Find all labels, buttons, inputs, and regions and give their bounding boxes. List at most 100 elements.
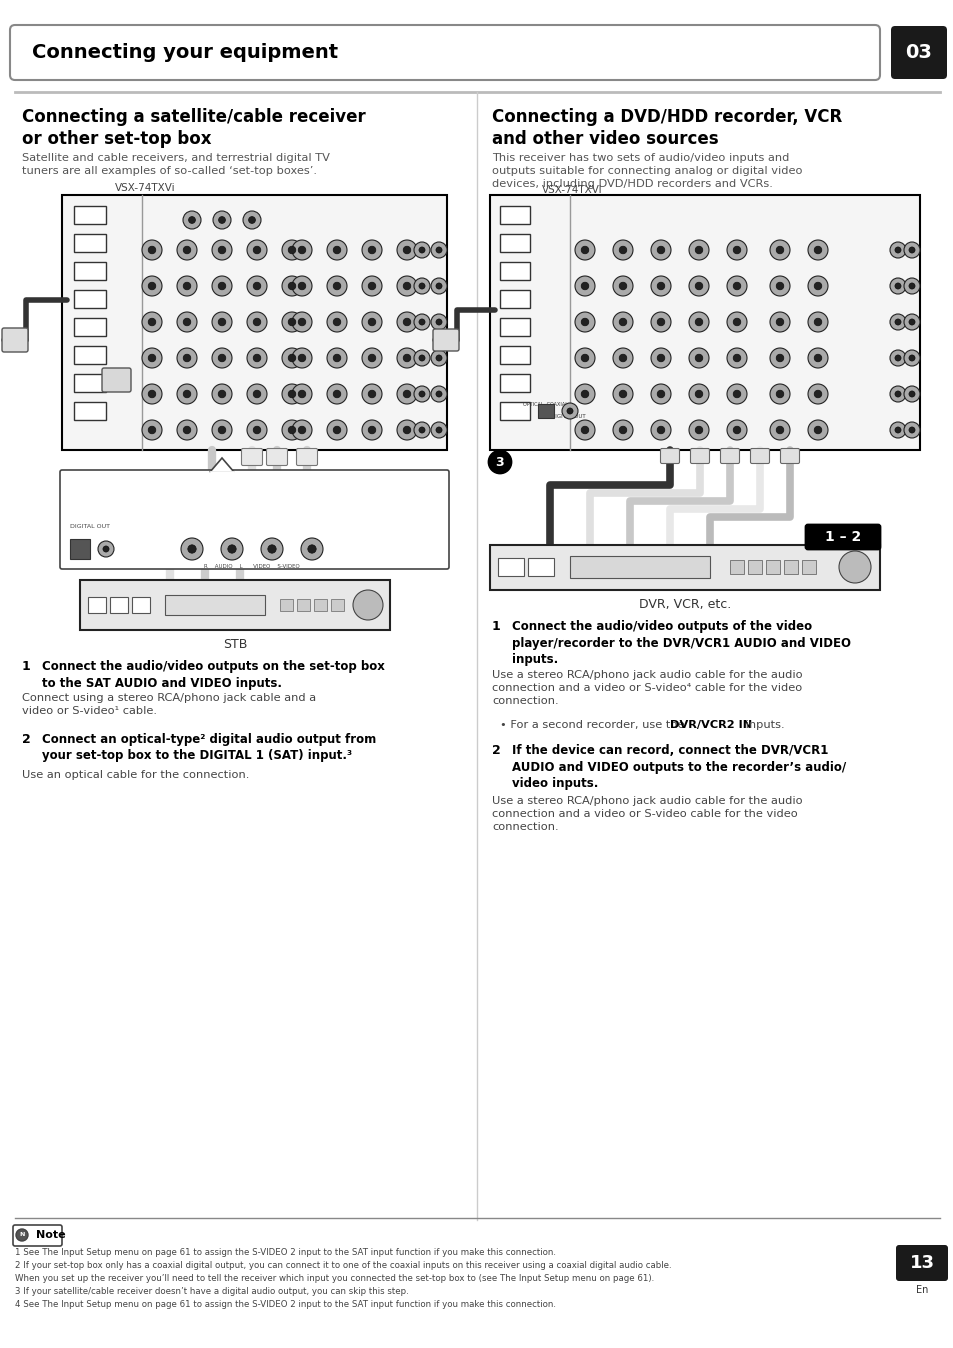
Circle shape bbox=[183, 212, 201, 229]
Circle shape bbox=[228, 545, 236, 553]
Circle shape bbox=[575, 311, 595, 332]
Circle shape bbox=[268, 545, 275, 553]
Text: Use a stereo RCA/phono jack audio cable for the audio
connection and a video or : Use a stereo RCA/phono jack audio cable … bbox=[492, 797, 801, 833]
Circle shape bbox=[813, 355, 821, 361]
Circle shape bbox=[368, 426, 375, 434]
Circle shape bbox=[889, 422, 905, 438]
Circle shape bbox=[688, 348, 708, 368]
Circle shape bbox=[333, 282, 340, 290]
Bar bbox=[765, 559, 780, 574]
Circle shape bbox=[243, 212, 261, 229]
FancyBboxPatch shape bbox=[10, 26, 879, 80]
Circle shape bbox=[436, 355, 441, 361]
Circle shape bbox=[253, 247, 260, 253]
Circle shape bbox=[218, 247, 226, 253]
Circle shape bbox=[561, 403, 578, 419]
Circle shape bbox=[218, 217, 225, 224]
Circle shape bbox=[148, 318, 155, 326]
Circle shape bbox=[695, 247, 702, 253]
Circle shape bbox=[414, 278, 430, 294]
Circle shape bbox=[282, 421, 302, 439]
Circle shape bbox=[618, 318, 626, 326]
Circle shape bbox=[183, 390, 191, 398]
Circle shape bbox=[327, 384, 347, 404]
Circle shape bbox=[889, 386, 905, 402]
Circle shape bbox=[903, 386, 919, 402]
Circle shape bbox=[396, 311, 416, 332]
Circle shape bbox=[613, 240, 633, 260]
Circle shape bbox=[903, 350, 919, 367]
Circle shape bbox=[396, 384, 416, 404]
Circle shape bbox=[327, 240, 347, 260]
Circle shape bbox=[733, 318, 740, 326]
Circle shape bbox=[431, 278, 447, 294]
Circle shape bbox=[813, 390, 821, 398]
Circle shape bbox=[889, 243, 905, 257]
Circle shape bbox=[695, 355, 702, 361]
Circle shape bbox=[813, 282, 821, 290]
Text: This receiver has two sets of audio/video inputs and
outputs suitable for connec: This receiver has two sets of audio/vide… bbox=[492, 154, 801, 190]
Text: 13: 13 bbox=[908, 1254, 934, 1273]
Bar bbox=[74, 346, 106, 364]
Circle shape bbox=[769, 240, 789, 260]
Circle shape bbox=[733, 426, 740, 434]
Circle shape bbox=[212, 348, 232, 368]
Circle shape bbox=[908, 355, 914, 361]
Circle shape bbox=[894, 427, 900, 433]
Circle shape bbox=[247, 384, 267, 404]
Circle shape bbox=[308, 545, 315, 553]
Circle shape bbox=[183, 355, 191, 361]
Text: En: En bbox=[915, 1285, 927, 1295]
Text: Connecting a DVD/HDD recorder, VCR
and other video sources: Connecting a DVD/HDD recorder, VCR and o… bbox=[492, 108, 841, 148]
Bar bbox=[490, 195, 919, 450]
Bar bbox=[499, 318, 530, 336]
Circle shape bbox=[776, 355, 783, 361]
Circle shape bbox=[894, 355, 900, 361]
Circle shape bbox=[183, 282, 191, 290]
Circle shape bbox=[361, 348, 381, 368]
Text: Connecting a satellite/cable receiver
or other set-top box: Connecting a satellite/cable receiver or… bbox=[22, 108, 365, 148]
Circle shape bbox=[253, 282, 260, 290]
Circle shape bbox=[807, 384, 827, 404]
Circle shape bbox=[212, 384, 232, 404]
Circle shape bbox=[889, 278, 905, 294]
Bar bbox=[569, 555, 709, 578]
FancyBboxPatch shape bbox=[433, 329, 458, 350]
Circle shape bbox=[688, 311, 708, 332]
Circle shape bbox=[253, 355, 260, 361]
Circle shape bbox=[333, 355, 340, 361]
Text: Connect the audio/video outputs on the set-top box
to the SAT AUDIO and VIDEO in: Connect the audio/video outputs on the s… bbox=[42, 661, 384, 689]
Circle shape bbox=[657, 390, 664, 398]
Circle shape bbox=[221, 538, 243, 559]
Text: 2: 2 bbox=[22, 733, 30, 745]
Bar bbox=[747, 559, 761, 574]
Text: 3: 3 bbox=[496, 456, 504, 469]
Bar bbox=[499, 262, 530, 280]
Circle shape bbox=[903, 278, 919, 294]
Circle shape bbox=[726, 348, 746, 368]
FancyBboxPatch shape bbox=[780, 449, 799, 464]
Circle shape bbox=[657, 247, 664, 253]
Circle shape bbox=[618, 247, 626, 253]
Circle shape bbox=[613, 421, 633, 439]
Circle shape bbox=[247, 421, 267, 439]
Circle shape bbox=[16, 1229, 28, 1242]
Circle shape bbox=[282, 384, 302, 404]
Circle shape bbox=[908, 391, 914, 398]
Circle shape bbox=[726, 311, 746, 332]
Bar bbox=[88, 597, 106, 613]
Circle shape bbox=[298, 355, 306, 361]
Circle shape bbox=[726, 421, 746, 439]
Circle shape bbox=[575, 348, 595, 368]
Circle shape bbox=[282, 240, 302, 260]
Circle shape bbox=[247, 240, 267, 260]
Circle shape bbox=[613, 384, 633, 404]
Circle shape bbox=[776, 390, 783, 398]
Circle shape bbox=[218, 282, 226, 290]
Circle shape bbox=[431, 314, 447, 330]
Circle shape bbox=[361, 311, 381, 332]
Text: R    AUDIO    L      VIDEO    S-VIDEO: R AUDIO L VIDEO S-VIDEO bbox=[204, 563, 299, 569]
Circle shape bbox=[368, 282, 375, 290]
Bar bbox=[783, 559, 797, 574]
Circle shape bbox=[368, 318, 375, 326]
